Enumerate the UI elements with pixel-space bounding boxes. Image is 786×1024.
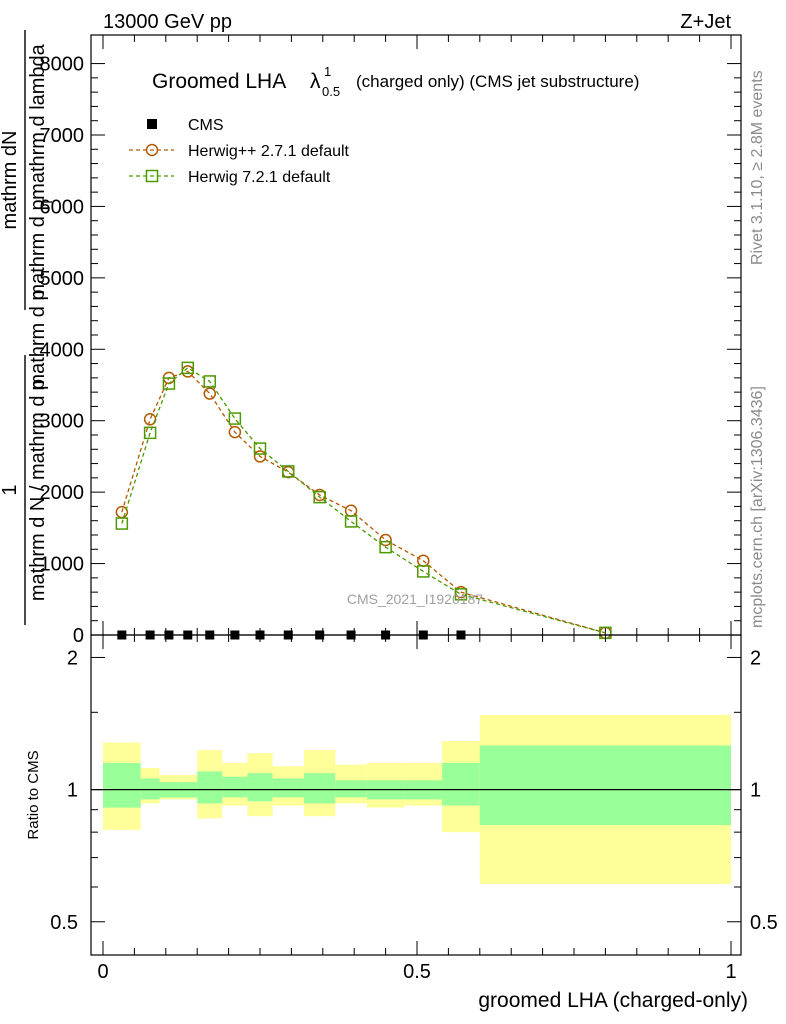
- ratio-inner-band: [140, 778, 160, 800]
- data-point-herwigpp: [203, 387, 217, 400]
- ratio-y-tick-label-right: 0.5: [750, 912, 778, 934]
- y-label-subscript-t: T: [39, 197, 55, 206]
- y-label-fragment-a: mathrm d p: [27, 289, 49, 390]
- y-tick-label: 7000: [40, 125, 85, 147]
- main-y-tick-labels: 0 1000 2000 3000 4000 5000 6000 7000 8000: [40, 54, 85, 647]
- analysis-watermark: CMS_2021_I1920187: [347, 591, 483, 607]
- ratio-inner-band: [303, 773, 336, 804]
- y-tick-label: 6000: [40, 196, 85, 218]
- legend-label-cms: CMS: [188, 117, 224, 134]
- y-label-numerator-2: mathrm dN: [0, 131, 21, 230]
- ratio-inner-band: [479, 745, 731, 826]
- data-point-herwigpp: [228, 425, 242, 439]
- ratio-y-tick-label-right: 2: [750, 647, 761, 669]
- data-point-herwigpp: [253, 450, 267, 463]
- y-label-tail: mathrm d lambda: [27, 43, 49, 199]
- ratio-y-axis-label: Ratio to CMS: [25, 750, 42, 839]
- main-tick-marks: [91, 35, 741, 636]
- title-main: Groomed LHA: [152, 70, 286, 93]
- y-label-denominator-2: mathrm d p: [27, 199, 49, 300]
- data-point-herwig7: [181, 361, 195, 375]
- data-point-herwig7: [344, 515, 358, 528]
- data-point-herwig7: [143, 426, 157, 440]
- data-point-herwigpp: [417, 554, 430, 567]
- x-tick-label: 0.5: [403, 961, 431, 983]
- data-point-herwig7: [115, 517, 129, 530]
- legend-marker-cms: [147, 119, 157, 129]
- x-axis-label: groomed LHA (charged-only): [478, 989, 748, 1012]
- title-suffix: (charged only) (CMS jet substructure): [356, 72, 639, 91]
- mcplots-label: mcplots.cern.ch [arXiv:1306.3436]: [749, 386, 766, 628]
- data-point-herwig7: [313, 490, 326, 504]
- x-tick-labels: 0 0.5 1: [97, 961, 736, 983]
- y-tick-label: 8000: [40, 54, 85, 76]
- y-label-numerator: 1: [0, 484, 21, 495]
- series-line-herwig7: [121, 367, 606, 634]
- data-point-herwigpp: [379, 533, 392, 547]
- ratio-panel: 0.5 0.51 12 2 0 0.5 1 Ratio to CMS groomed LH…: [25, 634, 778, 1012]
- ratio-bands-group: [103, 714, 731, 884]
- ratio-y-tick-label-right: 1: [750, 780, 761, 802]
- ratio-inner-band: [272, 778, 304, 798]
- legend-marker-herwigpp: [145, 143, 159, 157]
- header-left-label: 13000 GeV pp: [103, 11, 232, 33]
- ratio-inner-band: [197, 771, 223, 804]
- legend-label-herwigpp: Herwig++ 2.7.1 default: [188, 143, 350, 160]
- legend: CMS Herwig++ 2.7.1 default Herwig 7.2.1 …: [129, 117, 350, 186]
- ratio-y-tick-label: 0.5: [50, 912, 78, 934]
- x-tick-label: 1: [725, 961, 736, 983]
- legend-label-herwig7: Herwig 7.2.1 default: [188, 169, 331, 186]
- y-tick-label: 0: [73, 625, 84, 647]
- data-point-herwigpp: [344, 504, 358, 517]
- ratio-inner-band: [103, 762, 141, 808]
- series-line-herwigpp: [121, 370, 606, 634]
- header-right-label: Z+Jet: [680, 11, 731, 33]
- ratio-inner-band: [442, 762, 480, 806]
- data-point-herwig7: [282, 465, 295, 478]
- y-tick-label: 5000: [40, 268, 85, 290]
- data-point-herwigpp: [181, 365, 195, 378]
- title-subscript: 0.5: [322, 84, 340, 99]
- ratio-inner-band: [247, 773, 273, 802]
- main-panel: 0 1000 2000 3000 4000 5000 6000 7000 8000: [40, 34, 742, 647]
- data-point-herwigpp: [143, 413, 157, 426]
- legend-marker-herwig7: [145, 169, 159, 183]
- y-tick-label: 2000: [40, 482, 85, 504]
- main-y-label: 1 mathrm d N / mathrm d p mathrm dN math…: [0, 30, 55, 625]
- data-point-herwig7: [379, 540, 392, 554]
- title-lambda: λ: [310, 70, 321, 93]
- x-tick-label: 0: [97, 961, 108, 983]
- chart-title: Groomed LHA λ 1 0.5 (charged only) (CMS …: [152, 64, 639, 99]
- ratio-y-tick-labels: 0.5 0.5 1 1 2 2: [50, 647, 778, 933]
- ratio-panel-frame: [90, 634, 742, 956]
- y-tick-label: 4000: [40, 339, 85, 361]
- data-point-herwig7: [454, 588, 468, 601]
- data-point-herwig7: [417, 565, 430, 578]
- ratio-inner-band: [335, 780, 367, 798]
- ratio-tick-marks: [91, 635, 741, 955]
- data-point-herwigpp: [115, 505, 129, 519]
- ratio-y-tick-label: 2: [67, 647, 78, 669]
- y-label-denominator: mathrm d N / mathrm d p: [27, 379, 49, 601]
- data-point-herwig7: [162, 377, 176, 390]
- y-tick-label: 3000: [40, 411, 85, 433]
- rivet-version-label: Rivet 3.1.10, ≥ 2.8M events: [749, 70, 766, 265]
- data-point-herwig7: [253, 442, 267, 455]
- ratio-inner-band: [222, 776, 248, 798]
- data-point-herwig7: [228, 412, 242, 425]
- data-point-herwig7: [203, 375, 217, 388]
- ratio-y-tick-label: 1: [67, 780, 78, 802]
- y-tick-label: 1000: [40, 554, 85, 576]
- title-superscript: 1: [324, 64, 331, 79]
